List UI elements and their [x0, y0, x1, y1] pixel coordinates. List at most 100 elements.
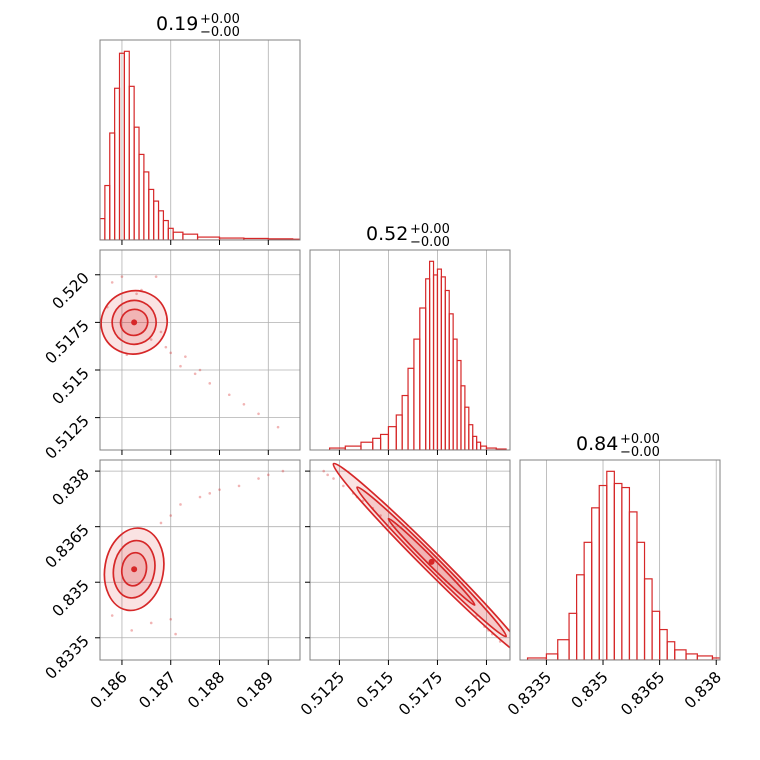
hist-param-3-bin-6 — [591, 507, 600, 660]
hist-param-3-xtick-label-1: 0.835 — [568, 668, 612, 712]
hist-param-2-bin-7 — [401, 394, 409, 450]
scatter-1-3-point-6 — [169, 514, 173, 517]
hist-param-2-bin-5 — [387, 426, 397, 450]
title-param-2-plus: +0.00 — [410, 222, 450, 237]
scatter-1-3-ytick-label-2: 0.8365 — [42, 521, 93, 572]
scatter-1-2-point-16 — [154, 275, 158, 278]
scatter-1-3-point-5 — [281, 469, 285, 473]
scatter-1-3-xtick-label-3: 0.189 — [233, 668, 277, 712]
scatter-1-2-ytick-label-0: 0.5125 — [42, 412, 93, 463]
scatter-1-3-marks — [103, 469, 285, 636]
scatter-2-3-point-0 — [322, 469, 326, 473]
scatter-1-2-point-0 — [110, 281, 114, 284]
hist-param-2-bin-10 — [419, 307, 427, 450]
scatter-1-3-point-7 — [159, 521, 163, 525]
title-param-2: 0.52 +0.00 −0.00 — [366, 222, 450, 250]
hist-param-1-bin-0 — [100, 218, 106, 240]
scatter-1-2-point-12 — [276, 425, 280, 429]
scatter-1-2-point-5 — [169, 351, 173, 355]
title-param-2-value: 0.52 — [366, 223, 408, 245]
scatter-2-3-peak — [428, 558, 435, 565]
title-param-2-minus: −0.00 — [410, 235, 450, 250]
hist-param-2-frame — [309, 249, 511, 451]
hist-param-2-bin-1 — [344, 445, 362, 450]
hist-param-1-bin-11 — [153, 200, 160, 240]
scatter-1-3-point-14 — [266, 473, 270, 477]
scatter-1-3-point-1 — [198, 495, 202, 499]
scatter-1-2-point-15 — [159, 330, 163, 334]
hist-param-1-bin-10 — [148, 188, 155, 240]
scatter-1-2-point-19 — [198, 368, 202, 372]
scatter-1-2-point-2 — [135, 292, 138, 296]
hist-param-1-bin-9 — [143, 171, 150, 240]
hist-param-1-bin-5 — [123, 50, 130, 240]
hist-param-3-xtick-label-0: 0.8335 — [504, 668, 555, 719]
scatter-2-3-point-11 — [326, 473, 329, 477]
title-param-1-value: 0.19 — [156, 13, 198, 35]
hist-param-2-bin-4 — [379, 433, 390, 450]
scatter-1-3-ytick-label-1: 0.835 — [49, 576, 93, 620]
hist-param-3-bin-15 — [659, 628, 668, 660]
hist-param-3-bin-18 — [685, 653, 698, 660]
hist-param-1-bin-12 — [157, 210, 165, 240]
scatter-1-2-peak — [131, 319, 138, 326]
scatter-1-2-point-3 — [149, 338, 153, 341]
scatter-2-3-frame — [309, 459, 511, 661]
scatter-2-3-point-2 — [342, 484, 345, 488]
scatter-1-2-marks — [100, 275, 280, 429]
hist-param-3-bin-12 — [636, 541, 646, 660]
hist-param-3-bin-13 — [643, 578, 653, 660]
scatter-1-3-frame — [99, 459, 301, 661]
scatter-1-3-ytick-label-3: 0.838 — [49, 465, 93, 509]
title-param-1: 0.19 +0.00 −0.00 — [156, 12, 240, 40]
scatter-1-2-point-8 — [208, 382, 212, 385]
hist-param-1-bin-8 — [138, 153, 145, 240]
hist-param-3-bars — [526, 470, 720, 660]
hist-param-3-bin-1 — [545, 653, 559, 660]
hist-param-3-bin-17 — [674, 649, 687, 660]
scatter-2-3-marks — [322, 462, 510, 660]
plot-layer: 0.8335 0.835 0.8365 0.8380.51250.5150.51750… — [42, 39, 725, 719]
hist-param-3-bin-14 — [651, 610, 661, 660]
scatter-2-3-xtick-label-0: 0.5125 — [297, 668, 348, 719]
scatter-1-2-point-11 — [257, 412, 260, 416]
scatter-1-2-point-10 — [242, 402, 246, 406]
hist-param-2-bin-8 — [407, 367, 415, 450]
title-param-1-plus: +0.00 — [200, 12, 240, 27]
hist-param-3-bin-11 — [628, 511, 638, 660]
hist-param-1-bin-2 — [109, 132, 116, 240]
scatter-1-3-point-0 — [179, 503, 182, 506]
hist-param-2-bin-25 — [479, 445, 488, 450]
scatter-1-3-xtick-label-2: 0.188 — [184, 668, 228, 712]
scatter-1-3-point-4 — [257, 477, 260, 480]
title-param-1-minus: −0.00 — [200, 25, 240, 40]
title-param-3-value: 0.84 — [576, 433, 618, 455]
hist-param-1-frame — [99, 39, 301, 241]
scatter-1-2-point-1 — [120, 275, 124, 278]
title-param-3: 0.84 +0.00 −0.00 — [576, 432, 660, 460]
hist-param-3-bin-10 — [621, 486, 631, 660]
scatter-1-3-point-3 — [237, 484, 241, 488]
scatter-1-3-peak — [131, 566, 138, 573]
hist-param-1-bin-7 — [133, 126, 140, 240]
scatter-1-3-xtick-label-1: 0.187 — [135, 668, 179, 712]
title-param-3-minus: −0.00 — [620, 445, 660, 460]
hist-param-1-bin-15 — [172, 231, 184, 240]
hist-param-3-bin-4 — [576, 574, 585, 660]
scatter-1-2-ytick-label-2: 0.5175 — [42, 316, 93, 367]
hist-param-2-bin-3 — [372, 437, 382, 450]
hist-param-1-bin-13 — [162, 219, 169, 240]
hist-param-1-bin-1 — [104, 184, 111, 240]
scatter-2-3-point-1 — [332, 477, 335, 480]
hist-param-3-bin-8 — [606, 470, 615, 660]
hist-param-3-bin-5 — [583, 541, 593, 660]
scatter-2-3-xtick-label-1: 0.515 — [353, 668, 397, 712]
scatter-1-3-point-2 — [218, 488, 221, 491]
scatter-1-2-ytick-label-3: 0.520 — [49, 269, 93, 313]
scatter-2-3-xtick-label-2: 0.5175 — [395, 668, 446, 719]
hist-param-3-bin-16 — [666, 641, 676, 660]
hist-param-2-bars — [329, 260, 507, 450]
scatter-1-2-ytick-label-1: 0.515 — [49, 364, 93, 408]
hist-param-3-frame — [519, 459, 721, 661]
